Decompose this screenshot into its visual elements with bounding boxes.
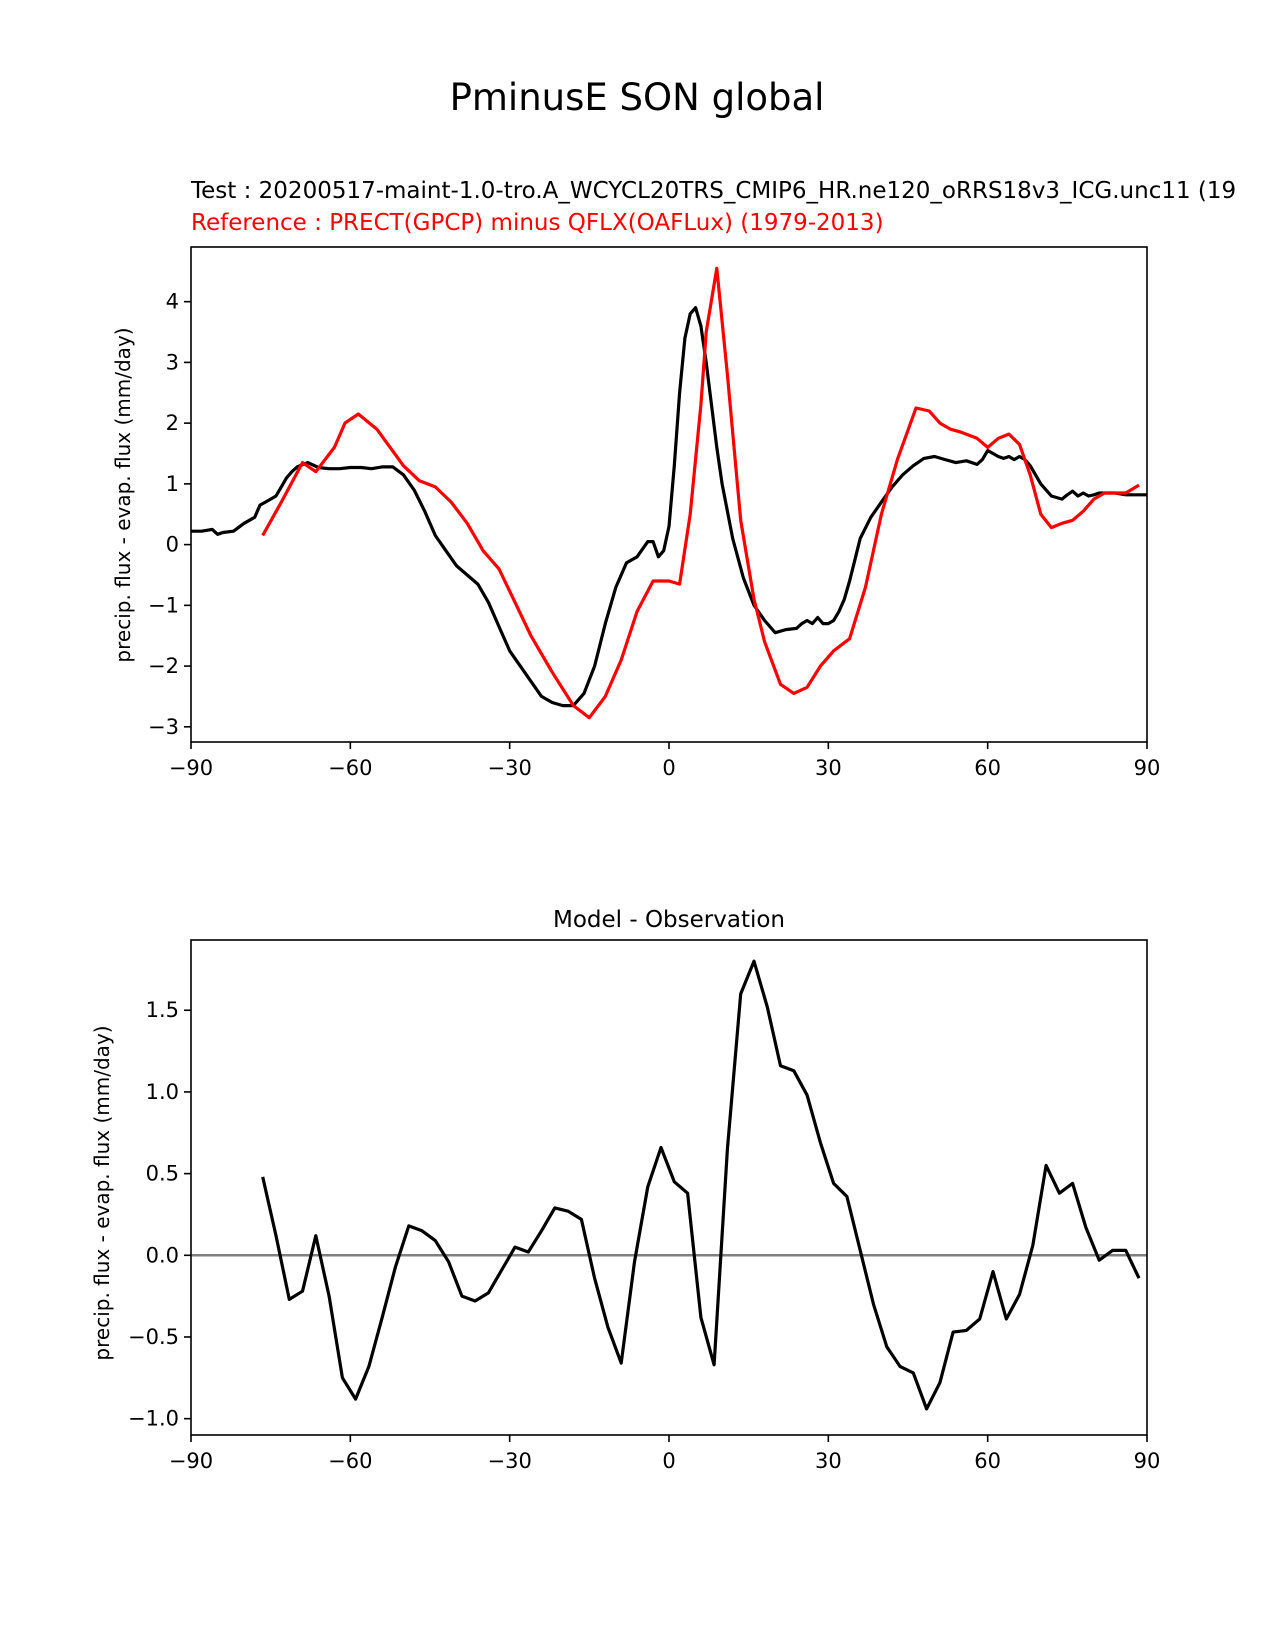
top-x-tick-label: −60 bbox=[328, 756, 372, 780]
bottom-axes-frame bbox=[190, 939, 1148, 1436]
bottom-y-axis-label: precip. flux - evap. flux (mm/day) bbox=[90, 1025, 114, 1360]
top-x-tick-label: 0 bbox=[662, 756, 675, 780]
bottom-y-tick-label: −0.5 bbox=[128, 1325, 179, 1349]
top-y-tick-label: 2 bbox=[166, 411, 179, 435]
top-plot-area: −90 −60 −30 0 30 60 90 −3 −2 −1 0 1 2 3 4 bbox=[148, 246, 1161, 780]
top-y-tick-label: 1 bbox=[166, 472, 179, 496]
top-y-tick-label: 0 bbox=[166, 533, 179, 557]
bottom-y-tick-label: −1.0 bbox=[128, 1407, 179, 1431]
top-y-tick-label: 4 bbox=[166, 290, 179, 314]
top-y-tick-label: −1 bbox=[148, 593, 179, 617]
bottom-x-tick-label: 30 bbox=[815, 1449, 842, 1473]
bottom-x-tick-label: −30 bbox=[488, 1449, 532, 1473]
top-x-tick-label: −30 bbox=[488, 756, 532, 780]
top-x-tick-label: 90 bbox=[1134, 756, 1161, 780]
bottom-x-tick-label: 60 bbox=[974, 1449, 1001, 1473]
top-x-tick-label: 30 bbox=[815, 756, 842, 780]
bottom-x-tick-label: −90 bbox=[169, 1449, 213, 1473]
top-series-line-1 bbox=[261, 266, 1140, 720]
bottom-y-tick-label: 0.0 bbox=[146, 1243, 179, 1267]
bottom-title: Model - Observation bbox=[553, 907, 785, 933]
bottom-plot-area: −90 −60 −30 0 30 60 90 −1.0 −0.5 0.0 0.5 1.0 1.5 bbox=[128, 939, 1161, 1473]
top-title-reference: Reference : PRECT(GPCP) minus QFLX(OAFLu… bbox=[191, 210, 884, 236]
top-axes-frame bbox=[190, 246, 1148, 743]
top-y-tick-label: −2 bbox=[148, 654, 179, 678]
top-x-tick-label: −90 bbox=[169, 756, 213, 780]
bottom-series-line-0 bbox=[261, 959, 1141, 1411]
figure-title: PminusE SON global bbox=[450, 76, 825, 119]
bottom-x-tick-label: −60 bbox=[328, 1449, 372, 1473]
top-title-test: Test : 20200517-maint-1.0-tro.A_WCYCL20T… bbox=[190, 178, 1236, 204]
top-panel: Test : 20200517-maint-1.0-tro.A_WCYCL20T… bbox=[111, 178, 1236, 780]
bottom-x-tick-label: 90 bbox=[1134, 1449, 1161, 1473]
top-x-tick-label: 60 bbox=[974, 756, 1001, 780]
bottom-y-tick-label: 0.5 bbox=[146, 1162, 179, 1186]
bottom-y-tick-label: 1.5 bbox=[146, 998, 179, 1022]
bottom-y-tick-label: 1.0 bbox=[146, 1080, 179, 1104]
top-y-axis-label: precip. flux - evap. flux (mm/day) bbox=[111, 327, 135, 662]
bottom-x-tick-label: 0 bbox=[662, 1449, 675, 1473]
top-y-tick-label: 3 bbox=[166, 350, 179, 374]
bottom-panel: Model - Observation precip. flux - evap.… bbox=[90, 907, 1160, 1473]
top-y-tick-label: −3 bbox=[148, 715, 179, 739]
top-series-line-0 bbox=[191, 306, 1147, 708]
